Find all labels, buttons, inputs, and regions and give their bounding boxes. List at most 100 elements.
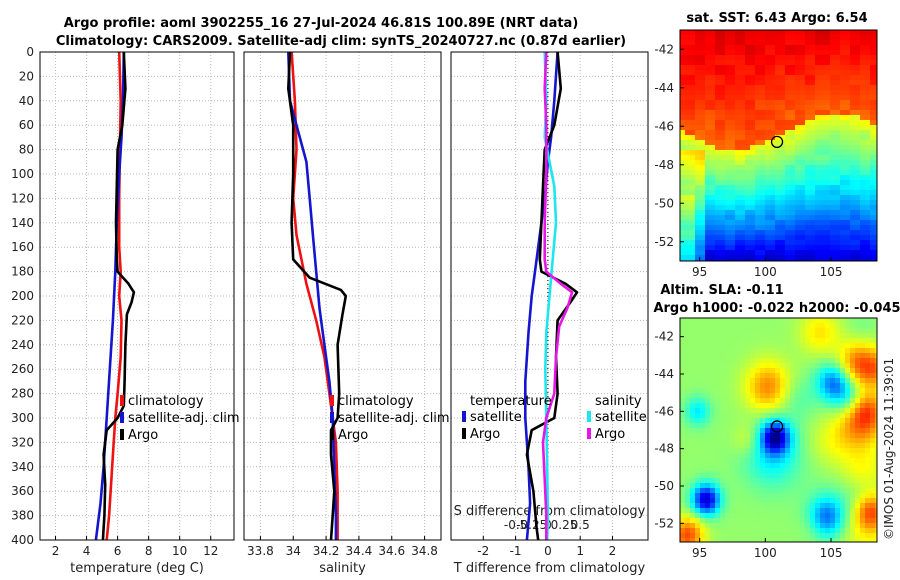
heatmap-cell (710, 65, 716, 71)
heatmap-cell (875, 210, 878, 216)
heatmap-cell (870, 150, 876, 156)
heatmap-cell (830, 453, 836, 459)
heatmap-cell (690, 528, 696, 534)
heatmap-cell (780, 408, 786, 414)
heatmap-cell (850, 170, 856, 176)
heatmap-cell (750, 145, 756, 151)
heatmap-cell (830, 170, 836, 176)
legend-label: satellite (470, 410, 522, 425)
heatmap-cell (860, 165, 866, 171)
heatmap-cell (765, 363, 771, 369)
heatmap-cell (860, 393, 866, 399)
heatmap-cell (815, 105, 821, 111)
heatmap-cell (820, 105, 826, 111)
heatmap-cell (815, 225, 821, 231)
heatmap-cell (720, 328, 726, 334)
heatmap-cell (875, 423, 878, 429)
heatmap-cell (820, 418, 826, 424)
heatmap-cell (680, 418, 686, 424)
heatmap-cell (735, 458, 741, 464)
heatmap-cell (800, 528, 806, 534)
heatmap-cell (815, 393, 821, 399)
heatmap-cell (705, 60, 711, 66)
heatmap-cell (695, 338, 701, 344)
heatmap-cell (690, 75, 696, 81)
heatmap-cell (845, 190, 851, 196)
heatmap-cell (850, 438, 856, 444)
heatmap-cell (680, 398, 686, 404)
heatmap-cell (790, 210, 796, 216)
heatmap-cell (870, 418, 876, 424)
map-y-tick-label: -50 (654, 479, 674, 493)
heatmap-cell (755, 160, 761, 166)
heatmap-cell (720, 538, 726, 543)
heatmap-cell (875, 418, 878, 424)
heatmap-cell (875, 225, 878, 231)
map-x-tick-label: 105 (820, 546, 843, 560)
heatmap-cell (820, 90, 826, 96)
heatmap-cell (700, 70, 706, 76)
heatmap-cell (780, 468, 786, 474)
heatmap-cell (775, 458, 781, 464)
heatmap-cell (815, 403, 821, 409)
heatmap-cell (845, 318, 851, 324)
heatmap-cell (805, 150, 811, 156)
heatmap-cell (860, 185, 866, 191)
heatmap-cell (805, 250, 811, 256)
heatmap-cell (705, 393, 711, 399)
heatmap-cell (780, 30, 786, 36)
heatmap-cell (715, 378, 721, 384)
heatmap-cell (765, 55, 771, 61)
heatmap-cell (785, 388, 791, 394)
heatmap-cell (855, 65, 861, 71)
heatmap-cell (750, 150, 756, 156)
heatmap-cell (765, 250, 771, 256)
heatmap-cell (700, 363, 706, 369)
heatmap-cell (695, 150, 701, 156)
heatmap-cell (795, 210, 801, 216)
heatmap-cell (845, 75, 851, 81)
heatmap-cell (860, 220, 866, 226)
heatmap-cell (785, 80, 791, 86)
heatmap-cell (725, 358, 731, 364)
heatmap-cell (735, 250, 741, 256)
heatmap-cell (785, 200, 791, 206)
heatmap-cell (770, 523, 776, 529)
heatmap-cell (770, 388, 776, 394)
heatmap-cell (855, 75, 861, 81)
heatmap-cell (680, 428, 686, 434)
series-line-salinity-argo (541, 51, 574, 540)
heatmap-cell (825, 55, 831, 61)
heatmap-cell (810, 230, 816, 236)
heatmap-cell (700, 528, 706, 534)
heatmap-cell (875, 478, 878, 484)
heatmap-cell (865, 423, 871, 429)
heatmap-cell (850, 120, 856, 126)
heatmap-cell (760, 318, 766, 324)
heatmap-cell (845, 125, 851, 131)
heatmap-cell (730, 180, 736, 186)
heatmap-cell (805, 110, 811, 116)
heatmap-cell (680, 180, 686, 186)
heatmap-cell (785, 508, 791, 514)
heatmap-cell (780, 513, 786, 519)
heatmap-cell (860, 353, 866, 359)
heatmap-cell (875, 145, 878, 151)
heatmap-cell (695, 210, 701, 216)
heatmap-cell (715, 458, 721, 464)
heatmap-cell (755, 115, 761, 121)
y-tick-label: 200 (11, 289, 34, 303)
heatmap-cell (805, 528, 811, 534)
heatmap-cell (755, 220, 761, 226)
heatmap-cell (710, 413, 716, 419)
heatmap-cell (680, 468, 686, 474)
heatmap-cell (730, 255, 736, 261)
heatmap-cell (860, 230, 866, 236)
heatmap-cell (785, 478, 791, 484)
heatmap-cell (830, 488, 836, 494)
heatmap-cell (825, 358, 831, 364)
heatmap-cell (690, 100, 696, 106)
heatmap-cell (825, 408, 831, 414)
heatmap-cell (855, 140, 861, 146)
heatmap-cell (790, 333, 796, 339)
